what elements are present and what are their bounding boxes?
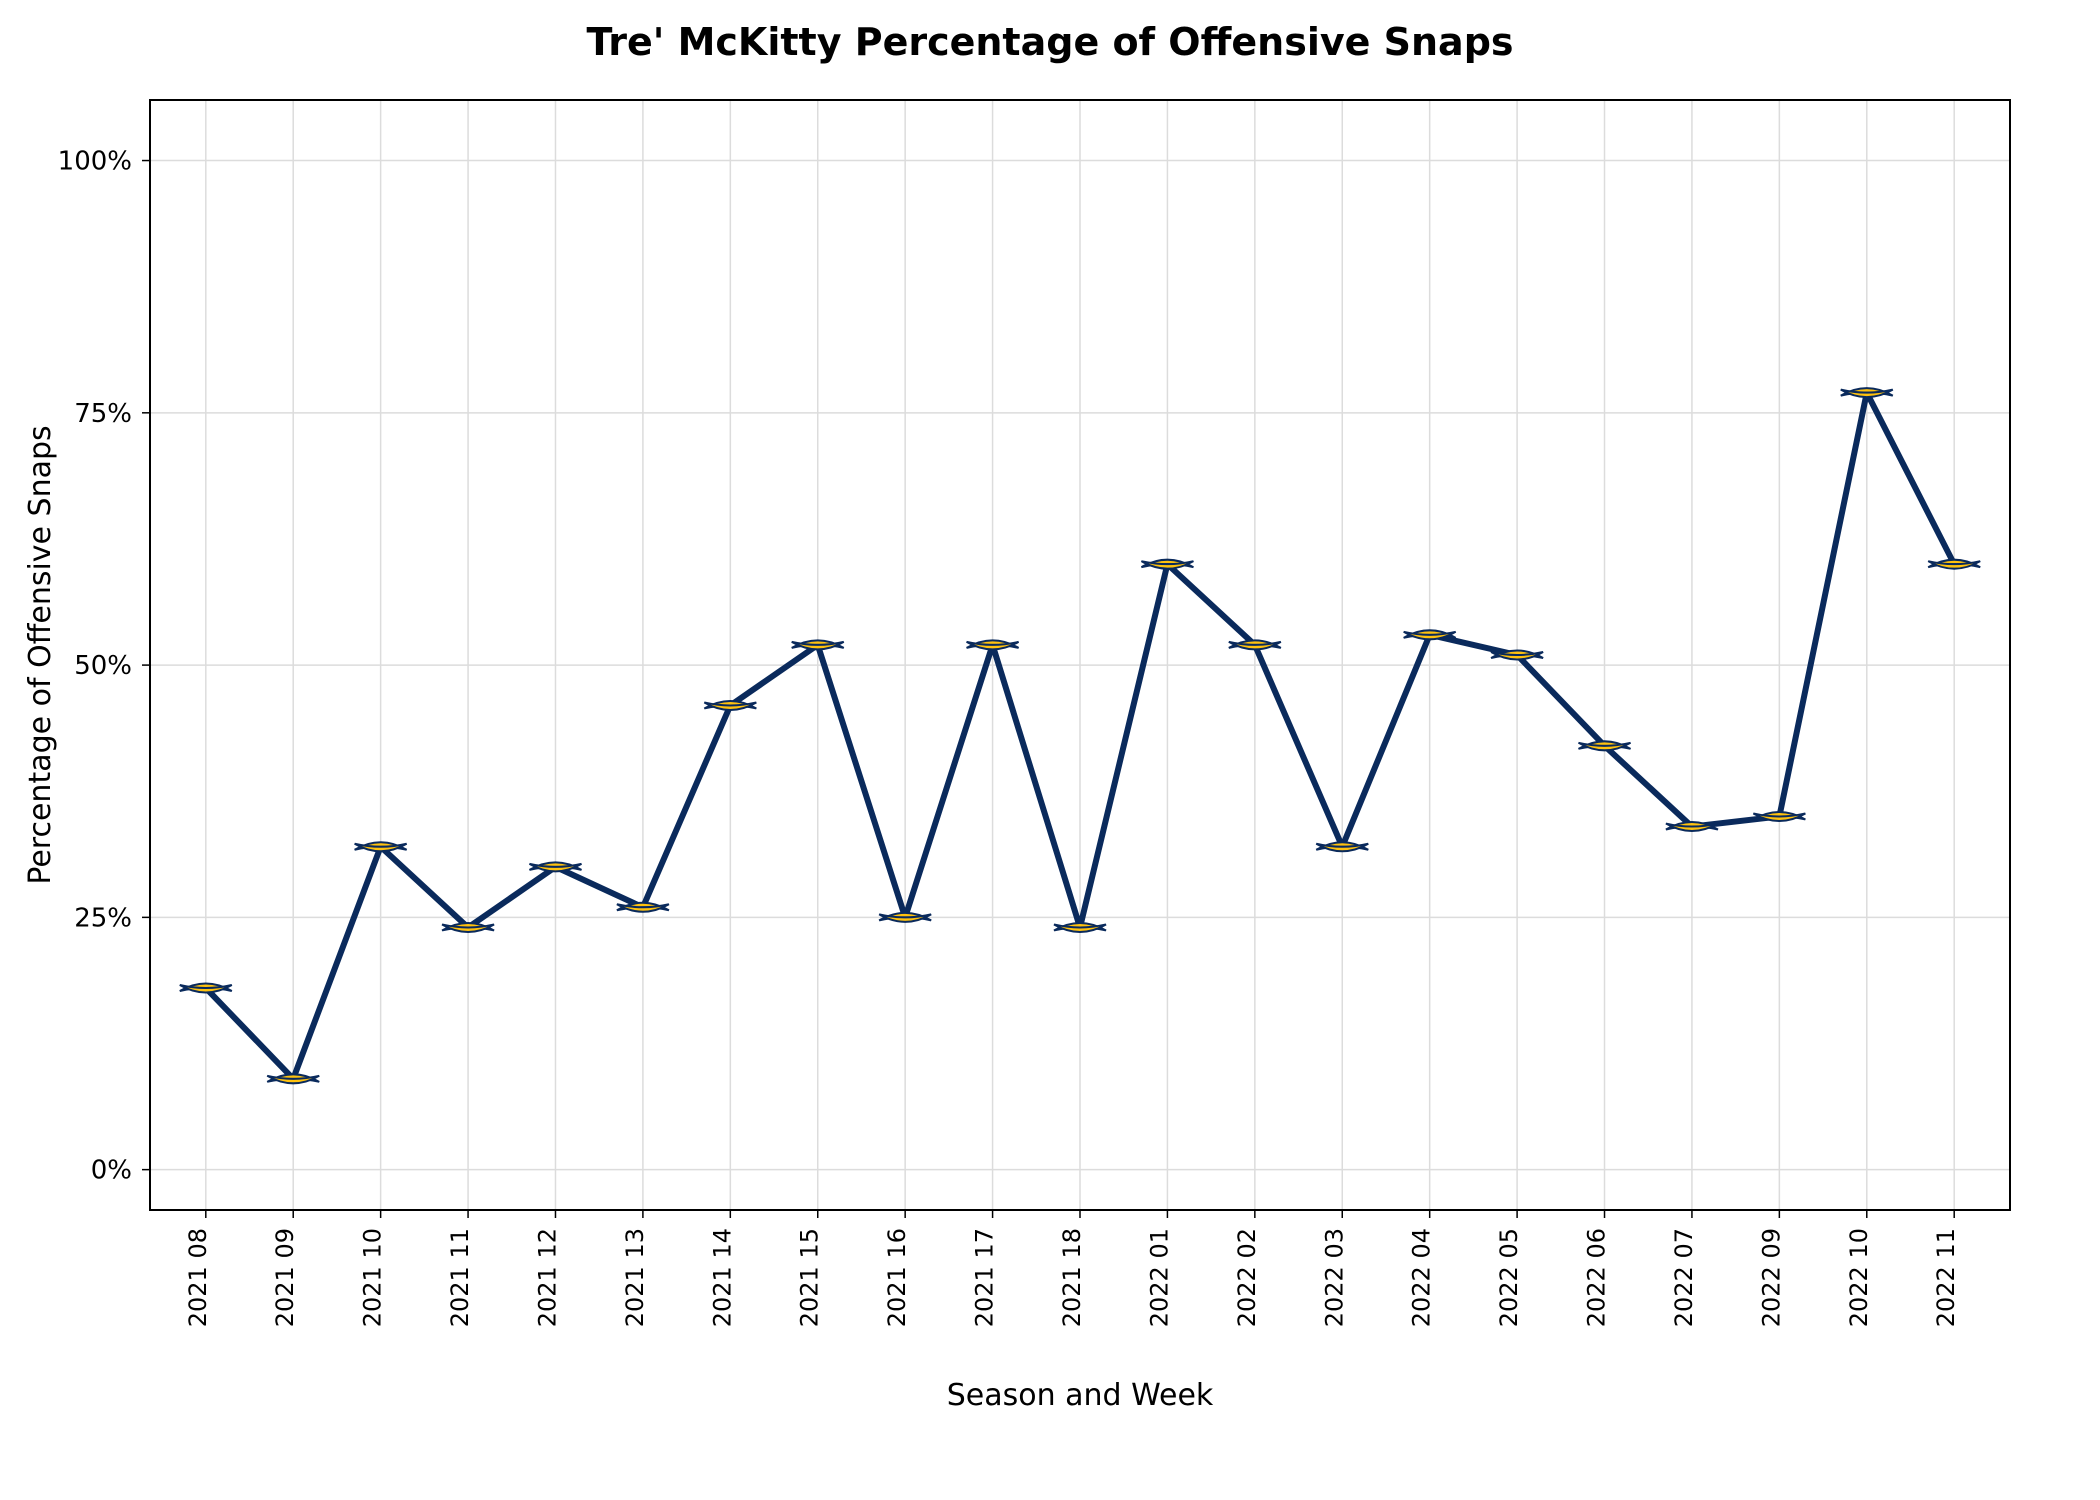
x-tick-label: 2022 02 <box>1233 1228 1261 1327</box>
y-tick-label: 0% <box>91 1156 132 1186</box>
x-tick-label: 2021 14 <box>708 1228 736 1327</box>
x-tick-label: 2022 06 <box>1583 1228 1611 1327</box>
x-tick-label: 2021 10 <box>359 1228 387 1327</box>
x-tick-label: 2022 11 <box>1932 1228 1960 1327</box>
x-tick-label: 2021 12 <box>533 1228 561 1327</box>
x-tick-label: 2021 11 <box>446 1228 474 1327</box>
x-tick-label: 2021 13 <box>621 1228 649 1327</box>
chart-title: Tre' McKitty Percentage of Offensive Sna… <box>586 20 1513 64</box>
x-tick-label: 2021 15 <box>796 1228 824 1327</box>
x-tick-label: 2021 09 <box>271 1228 299 1327</box>
x-tick-label: 2022 05 <box>1495 1228 1523 1327</box>
y-axis-label: Percentage of Offensive Snaps <box>23 425 58 884</box>
x-tick-label: 2022 07 <box>1670 1228 1698 1327</box>
y-tick-label: 25% <box>74 903 132 933</box>
y-tick-label: 100% <box>58 147 132 177</box>
x-tick-label: 2022 04 <box>1408 1228 1436 1327</box>
x-tick-label: 2021 16 <box>883 1228 911 1327</box>
x-tick-label: 2022 10 <box>1845 1228 1873 1327</box>
chart-svg: Tre' McKitty Percentage of Offensive Sna… <box>0 0 2100 1500</box>
x-tick-label: 2021 18 <box>1058 1228 1086 1327</box>
x-axis-label: Season and Week <box>947 1378 1214 1413</box>
y-tick-label: 50% <box>74 651 132 681</box>
chart-container: Tre' McKitty Percentage of Offensive Sna… <box>0 0 2100 1500</box>
x-tick-label: 2021 17 <box>971 1228 999 1327</box>
x-tick-label: 2021 08 <box>184 1228 212 1327</box>
x-tick-label: 2022 09 <box>1757 1228 1785 1327</box>
y-tick-label: 75% <box>74 399 132 429</box>
x-tick-label: 2022 01 <box>1145 1228 1173 1327</box>
x-tick-label: 2022 03 <box>1320 1228 1348 1327</box>
